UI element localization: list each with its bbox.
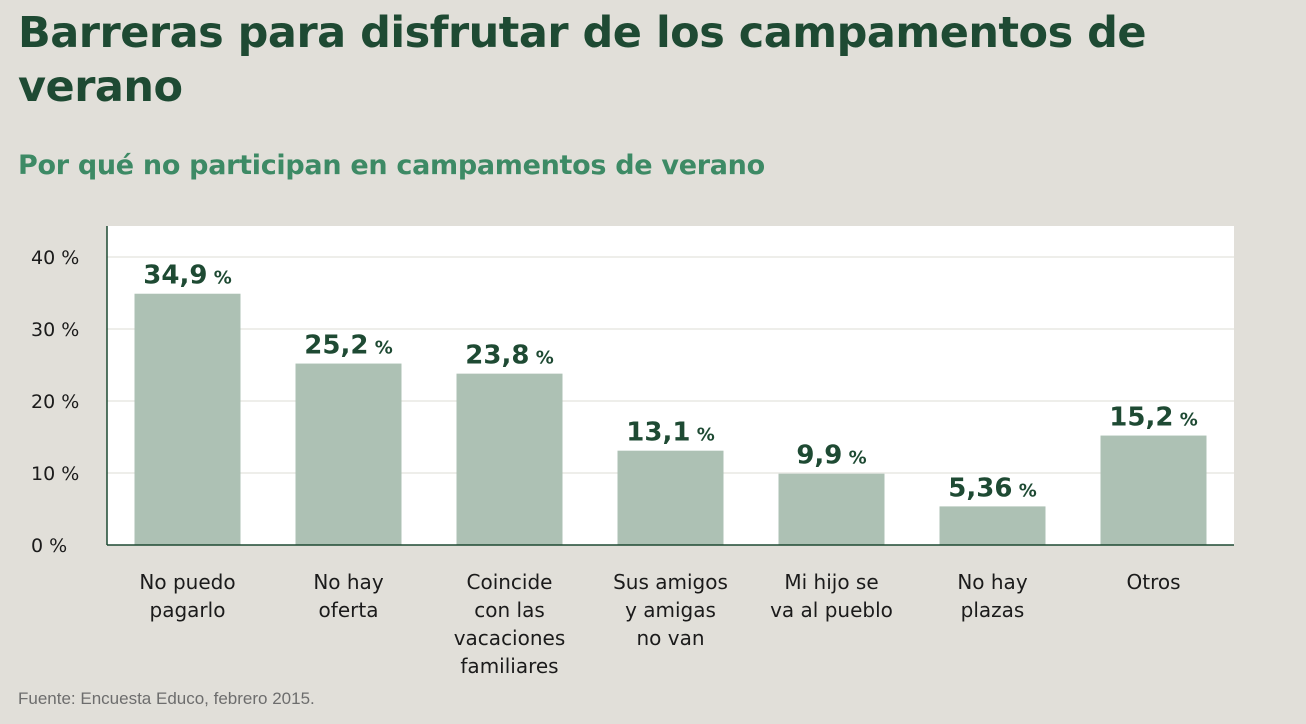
data-label-value: 5,36 <box>948 473 1012 503</box>
bar <box>134 293 241 545</box>
x-tick-label-line: Mi hijo se <box>784 570 878 594</box>
bar <box>778 473 885 545</box>
bar <box>617 450 724 545</box>
chart-title: Barreras para disfrutar de los campament… <box>18 8 1147 112</box>
bar <box>456 373 563 545</box>
data-label-value: 13,1 <box>626 418 690 448</box>
data-label-unit: % <box>207 268 231 289</box>
x-tick-label-line: Sus amigos <box>613 570 728 594</box>
data-label-unit: % <box>1173 410 1197 431</box>
x-tick-label: Mi hijo se va al pueblo <box>770 570 893 622</box>
y-tick-label: 10 % <box>31 463 79 485</box>
x-tick-label: Otros <box>1126 570 1180 594</box>
data-label-unit: % <box>690 425 714 446</box>
data-label: 13,1 % <box>626 418 714 448</box>
data-label-unit: % <box>842 448 866 469</box>
x-tick-label: Coincide con las vacaciones familiares <box>454 570 566 678</box>
x-tick-label-line: con las <box>474 598 545 622</box>
source-note: Fuente: Encuesta Educo, febrero 2015. <box>18 689 315 708</box>
data-label-value: 23,8 <box>465 341 529 371</box>
data-label: 34,9 % <box>143 261 231 291</box>
x-tick-label-line: oferta <box>319 598 379 622</box>
data-label-value: 9,9 <box>796 441 842 471</box>
chart-subtitle: Por qué no participan en campamentos de … <box>18 150 765 181</box>
data-label-value: 15,2 <box>1109 403 1173 433</box>
data-label-unit: % <box>368 338 392 359</box>
bar <box>939 506 1046 545</box>
x-tick-label: No hay plazas <box>957 570 1027 622</box>
x-tick-label-line: y amigas <box>625 598 716 622</box>
y-tick-label: 30 % <box>31 319 79 341</box>
bar <box>295 363 402 545</box>
bar <box>1100 435 1207 545</box>
x-tick-label-line: no van <box>636 626 704 650</box>
data-label-unit: % <box>1012 480 1036 501</box>
data-label: 9,9 % <box>796 441 866 471</box>
data-label: 23,8 % <box>465 341 553 371</box>
x-tick-label-line: No puedo <box>139 570 235 594</box>
data-label-unit: % <box>529 348 553 369</box>
x-tick-label: No hay oferta <box>313 570 383 622</box>
x-tick-label-line: No hay <box>957 570 1027 594</box>
x-tick-label-line: vacaciones <box>454 626 566 650</box>
y-tick-label: 0 % <box>31 535 67 557</box>
x-tick-label-line: Otros <box>1126 570 1180 594</box>
x-tick-label-line: No hay <box>313 570 383 594</box>
x-tick-label-line: plazas <box>961 598 1025 622</box>
y-tick-label: 20 % <box>31 391 79 413</box>
data-label-value: 25,2 <box>304 331 368 361</box>
data-label: 5,36 % <box>948 473 1036 503</box>
x-tick-label-line: Coincide <box>467 570 553 594</box>
data-label-value: 34,9 <box>143 261 207 291</box>
x-tick-label: Sus amigos y amigas no van <box>613 570 728 650</box>
y-tick-label: 40 % <box>31 247 79 269</box>
x-tick-label-line: familiares <box>460 654 558 678</box>
x-tick-label-line: va al pueblo <box>770 598 893 622</box>
bar-chart: 0 % 10 % 20 % 30 % 40 % 34,9 % No puedo pagarlo… <box>31 226 1234 678</box>
x-tick-label: No puedo pagarlo <box>139 570 235 622</box>
data-label: 25,2 % <box>304 331 392 361</box>
x-tick-label-line: pagarlo <box>150 598 226 622</box>
data-label: 15,2 % <box>1109 403 1197 433</box>
